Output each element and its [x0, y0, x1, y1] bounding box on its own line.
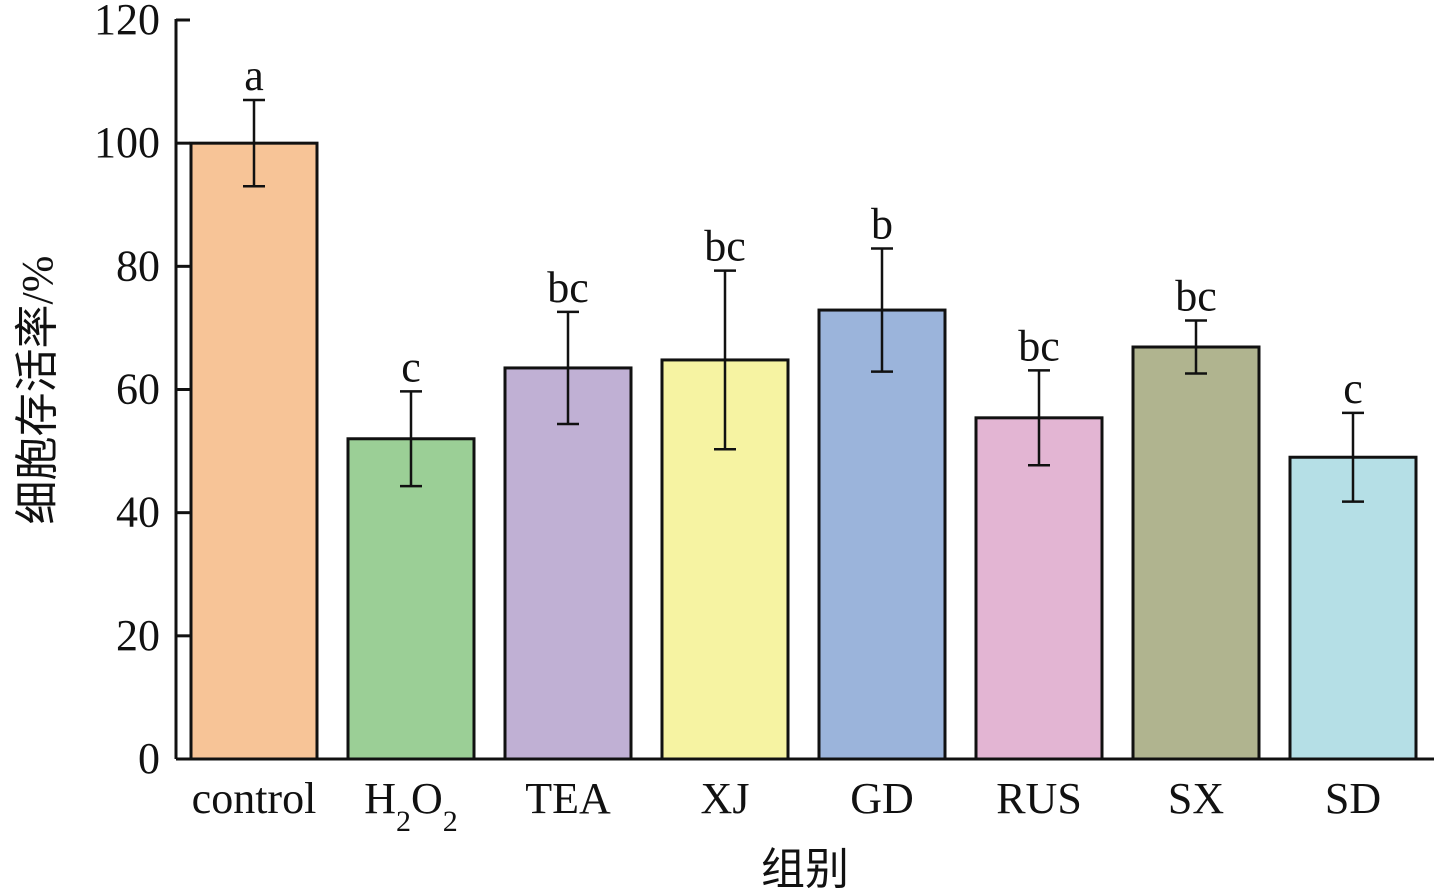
significance-label: bc: [1175, 272, 1217, 321]
bar-h2o2: [346, 437, 476, 761]
y-tick-label: 60: [116, 365, 160, 414]
x-tick-label: XJ: [701, 774, 750, 823]
y-tick-label: 20: [116, 611, 160, 660]
y-tick-label: 0: [138, 734, 160, 783]
x-tick-label: SX: [1168, 774, 1224, 823]
bar-rus: [974, 416, 1104, 761]
x-tick-label: GD: [850, 774, 914, 823]
significance-label: c: [1343, 364, 1363, 413]
y-axis-label: 细胞存活率/%: [13, 256, 62, 525]
y-tick-label: 40: [116, 488, 160, 537]
bar-sx: [1131, 345, 1261, 761]
x-tick-label: RUS: [996, 774, 1082, 823]
y-tick-label: 100: [94, 118, 160, 167]
bar-gd: [817, 308, 947, 761]
x-axis-label: 组别: [761, 845, 849, 894]
x-tick-label: H2O2: [364, 774, 458, 838]
y-tick-label: 120: [94, 0, 160, 44]
y-tick-label: 80: [116, 241, 160, 290]
x-tick-label: TEA: [525, 774, 611, 823]
bar-tea: [503, 366, 633, 761]
significance-label: bc: [547, 263, 589, 312]
significance-label: c: [401, 342, 421, 391]
bar-control: [189, 141, 319, 761]
significance-label: bc: [704, 222, 746, 271]
x-tick-label: control: [192, 774, 317, 823]
x-tick-label: SD: [1325, 774, 1381, 823]
significance-label: b: [871, 199, 893, 248]
significance-label: bc: [1018, 321, 1060, 370]
significance-label: a: [244, 51, 264, 100]
